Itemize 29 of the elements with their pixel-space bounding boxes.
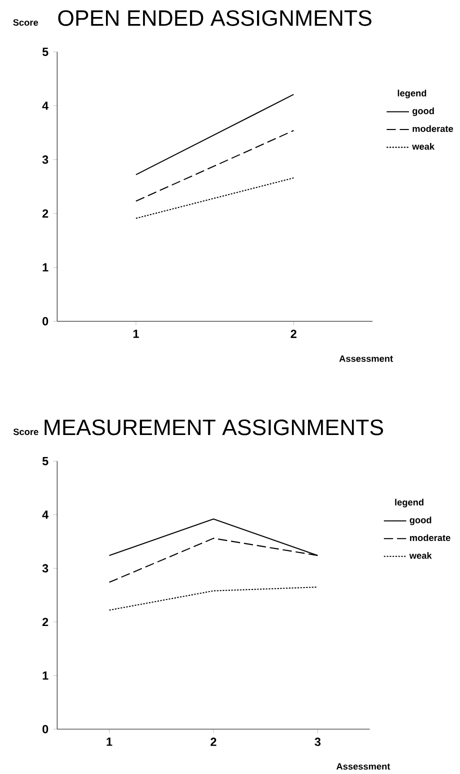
y-tick-label: 0 (42, 317, 48, 326)
y-tick-label: 2 (42, 209, 48, 218)
chart-title: MEASUREMENT ASSIGNMENTS (44, 420, 384, 436)
x-tick-label: 1 (106, 738, 112, 746)
y-tick-label: 1 (42, 671, 48, 680)
legend-label: good (412, 107, 434, 116)
y-axis-title: Score (13, 19, 38, 26)
y-tick-label: 4 (42, 102, 49, 110)
y-tick-label: 1 (42, 263, 48, 272)
x-tick-label: 2 (210, 738, 216, 746)
y-tick-label: 0 (42, 724, 48, 734)
y-tick-label: 5 (42, 48, 48, 56)
legend-label: weak (412, 143, 435, 150)
y-tick-label: 2 (42, 618, 48, 626)
legend-title: legend (395, 498, 424, 508)
x-axis-title: Assessment (339, 355, 393, 362)
legend-title: legend (398, 90, 426, 98)
y-tick-label: 3 (42, 564, 48, 573)
x-axis-title: Assessment (336, 763, 390, 770)
legend-label: moderate (410, 534, 450, 542)
y-tick-label: 3 (42, 155, 48, 164)
chart-title: OPEN ENDED ASSIGNMENTS (58, 10, 372, 26)
y-axis-title: Score (13, 428, 38, 436)
legend-label: moderate (412, 125, 454, 132)
legend-label: good (410, 516, 432, 526)
x-tick-label: 3 (314, 738, 321, 746)
y-tick-label: 5 (42, 457, 48, 466)
legend-label: weak (409, 552, 432, 559)
y-tick-label: 4 (42, 510, 49, 519)
